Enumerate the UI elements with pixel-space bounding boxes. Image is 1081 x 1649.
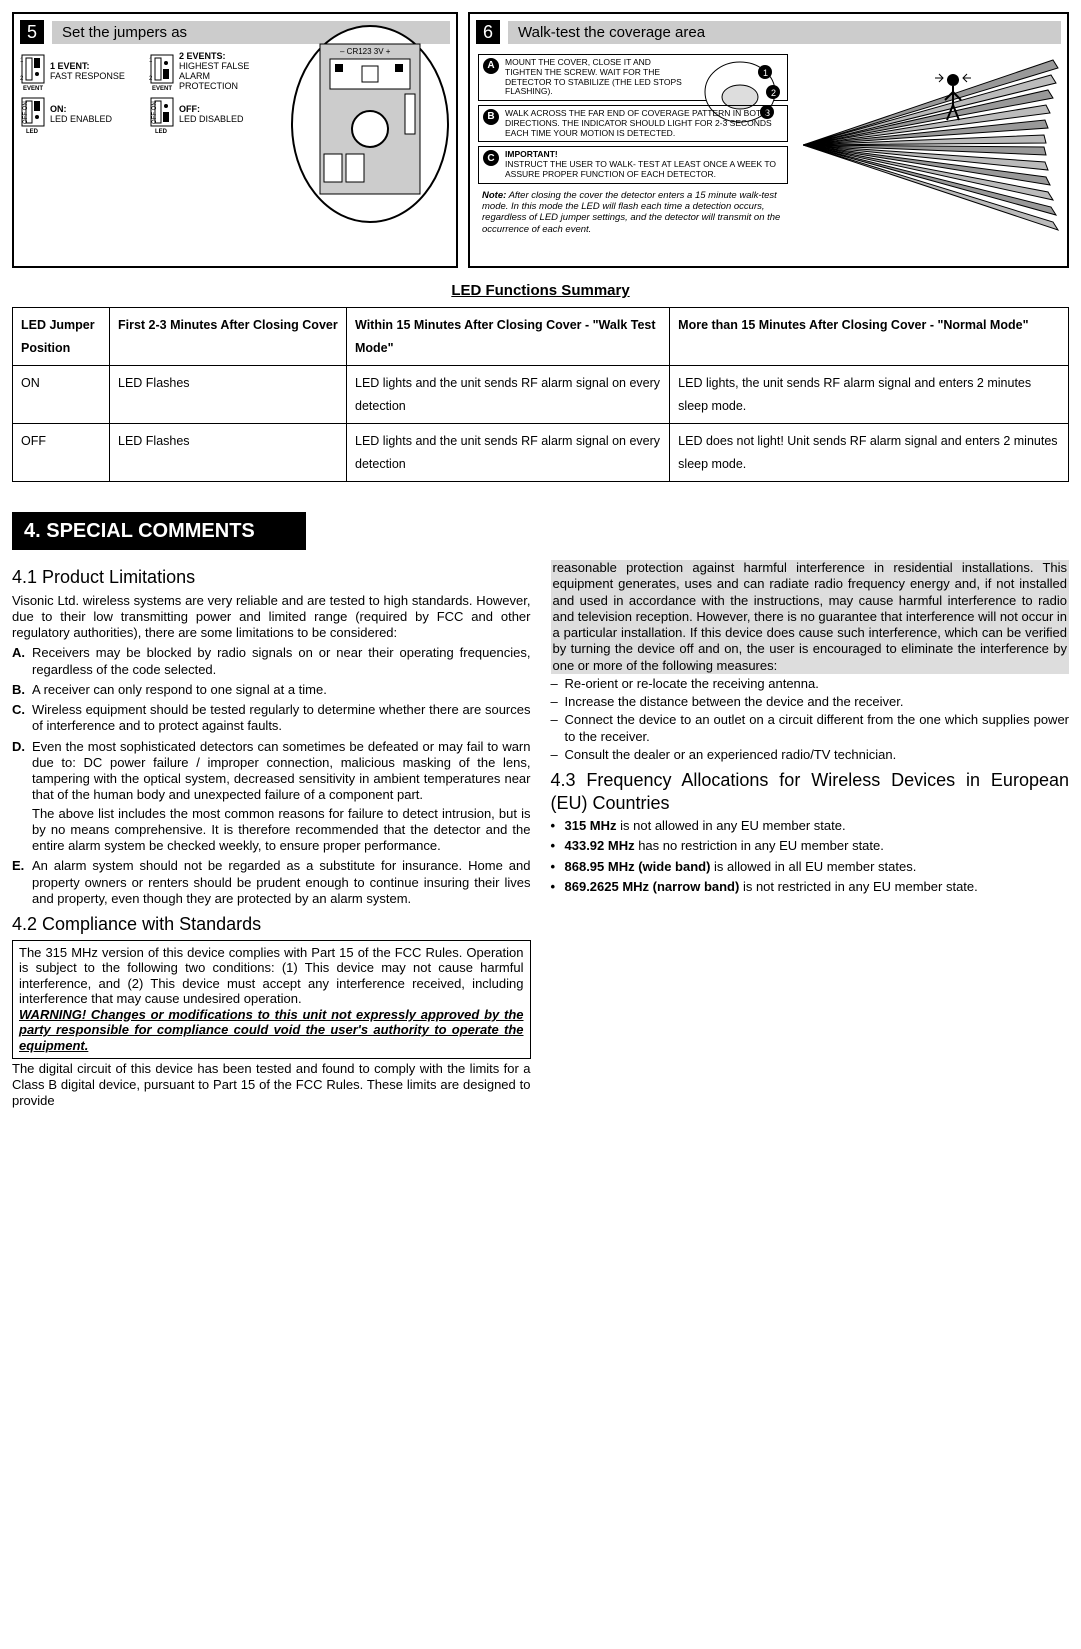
walk-step-c-text: INSTRUCT THE USER TO WALK- TEST AT LEAST… bbox=[505, 159, 776, 179]
svg-text:– CR123 3V +: – CR123 3V + bbox=[340, 47, 391, 56]
jumper-on-desc: LED ENABLED bbox=[50, 114, 112, 124]
list-item: 315 MHz is not allowed in any EU member … bbox=[551, 818, 1070, 834]
list-item: A receiver can only respond to one signa… bbox=[12, 682, 531, 698]
list-item: Connect the device to an outlet on a cir… bbox=[551, 712, 1070, 745]
jumper-settings-grid: 1 2 EVENT 1 EVENT:FAST RESPONSE 1 2 EVEN… bbox=[20, 52, 270, 134]
list-item: Wireless equipment should be tested regu… bbox=[12, 702, 531, 735]
section-4-1-intro: Visonic Ltd. wireless systems are very r… bbox=[12, 593, 531, 642]
walk-step-b-text: WALK ACROSS THE FAR END OF COVERAGE PATT… bbox=[505, 108, 772, 138]
jumper-1event-desc: FAST RESPONSE bbox=[50, 71, 125, 81]
two-column-body: 4.1 Product Limitations Visonic Ltd. wir… bbox=[12, 560, 1069, 1111]
walk-step-a-badge: A bbox=[483, 58, 499, 74]
led-functions-table: LED Jumper Position First 2-3 Minutes Af… bbox=[12, 307, 1069, 482]
top-diagram-row: 5 Set the jumpers as 1 2 EVENT 1 EVENT:F… bbox=[12, 12, 1069, 268]
list-item: Receivers may be blocked by radio signal… bbox=[12, 645, 531, 678]
walk-step-c-badge: C bbox=[483, 150, 499, 166]
jumper-icon-event-1: 1 2 EVENT bbox=[20, 53, 46, 91]
svg-text:2: 2 bbox=[771, 88, 776, 98]
fcc-compliance-box: The 315 MHz version of this device compl… bbox=[12, 940, 531, 1059]
list-item: 869.2625 MHz (narrow band) is not restri… bbox=[551, 879, 1070, 895]
led-col-within15: Within 15 Minutes After Closing Cover - … bbox=[347, 308, 670, 366]
svg-text:OFF ON: OFF ON bbox=[23, 101, 29, 124]
svg-text:LED: LED bbox=[155, 129, 168, 134]
list-item: An alarm system should not be regarded a… bbox=[12, 858, 531, 907]
led-col-more15: More than 15 Minutes After Closing Cover… bbox=[670, 308, 1069, 366]
jumper-2event-desc: HIGHEST FALSE ALARM PROTECTION bbox=[179, 61, 249, 91]
detector-pcb-illustration: – CR123 3V + bbox=[290, 24, 450, 224]
jumper-icon-led-off: OFF ON LED bbox=[149, 96, 175, 134]
svg-text:1: 1 bbox=[763, 68, 768, 78]
list-item: Even the most sophisticated detectors ca… bbox=[12, 739, 531, 855]
frequency-list: 315 MHz is not allowed in any EU member … bbox=[551, 818, 1070, 895]
table-row: ON LED Flashes LED lights and the unit s… bbox=[13, 366, 1069, 424]
step-number-5: 5 bbox=[20, 20, 44, 44]
panel-set-jumpers: 5 Set the jumpers as 1 2 EVENT 1 EVENT:F… bbox=[12, 12, 458, 268]
svg-text:EVENT: EVENT bbox=[152, 86, 172, 91]
left-column: 4.1 Product Limitations Visonic Ltd. wir… bbox=[12, 560, 531, 1111]
jumper-icon-led-on: OFF ON LED bbox=[20, 96, 46, 134]
table-row: OFF LED Flashes LED lights and the unit … bbox=[13, 424, 1069, 482]
panel-walk-test: 6 Walk-test the coverage area A MOUNT TH… bbox=[468, 12, 1069, 268]
fcc-warning: WARNING! Changes or modifications to thi… bbox=[19, 1007, 524, 1053]
section-4-heading: 4. SPECIAL COMMENTS bbox=[12, 512, 306, 550]
section-4-3-title: 4.3 Frequency Allocations for Wireless D… bbox=[551, 769, 1070, 814]
interference-measures-list: Re-orient or re-locate the receiving ant… bbox=[551, 676, 1070, 763]
step-title-6: Walk-test the coverage area bbox=[508, 21, 1061, 44]
section-4-2-para: The digital circuit of this device has b… bbox=[12, 1061, 531, 1110]
section-4-1-title: 4.1 Product Limitations bbox=[12, 566, 531, 589]
list-item: Increase the distance between the device… bbox=[551, 694, 1070, 710]
section-4-2-continued: reasonable protection against harmful in… bbox=[551, 560, 1070, 674]
walk-step-c-important: IMPORTANT! bbox=[505, 149, 558, 159]
walk-step-a-text: MOUNT THE COVER, CLOSE IT AND TIGHTEN TH… bbox=[505, 57, 682, 96]
jumper-off-desc: LED DISABLED bbox=[179, 114, 244, 124]
right-column: reasonable protection against harmful in… bbox=[551, 560, 1070, 1111]
list-item: 868.95 MHz (wide band) is allowed in all… bbox=[551, 859, 1070, 875]
step-number-6: 6 bbox=[476, 20, 500, 44]
svg-text:LED: LED bbox=[26, 129, 39, 134]
coverage-fan-illustration bbox=[803, 50, 1063, 240]
section-4-2-title: 4.2 Compliance with Standards bbox=[12, 913, 531, 936]
walk-step-b-badge: B bbox=[483, 109, 499, 125]
led-summary-title: LED Functions Summary bbox=[12, 282, 1069, 299]
list-item: Consult the dealer or an experienced rad… bbox=[551, 747, 1070, 763]
limitations-list: Receivers may be blocked by radio signal… bbox=[12, 645, 531, 907]
svg-text:OFF ON: OFF ON bbox=[152, 101, 158, 124]
list-item: 433.92 MHz has no restriction in any EU … bbox=[551, 838, 1070, 854]
led-col-position: LED Jumper Position bbox=[13, 308, 110, 366]
list-item: Re-orient or re-locate the receiving ant… bbox=[551, 676, 1070, 692]
svg-text:EVENT: EVENT bbox=[23, 86, 43, 91]
walk-test-note: Note: After closing the cover the detect… bbox=[478, 188, 788, 238]
led-col-first23: First 2-3 Minutes After Closing Cover bbox=[110, 308, 347, 366]
jumper-icon-event-2: 1 2 EVENT bbox=[149, 53, 175, 91]
